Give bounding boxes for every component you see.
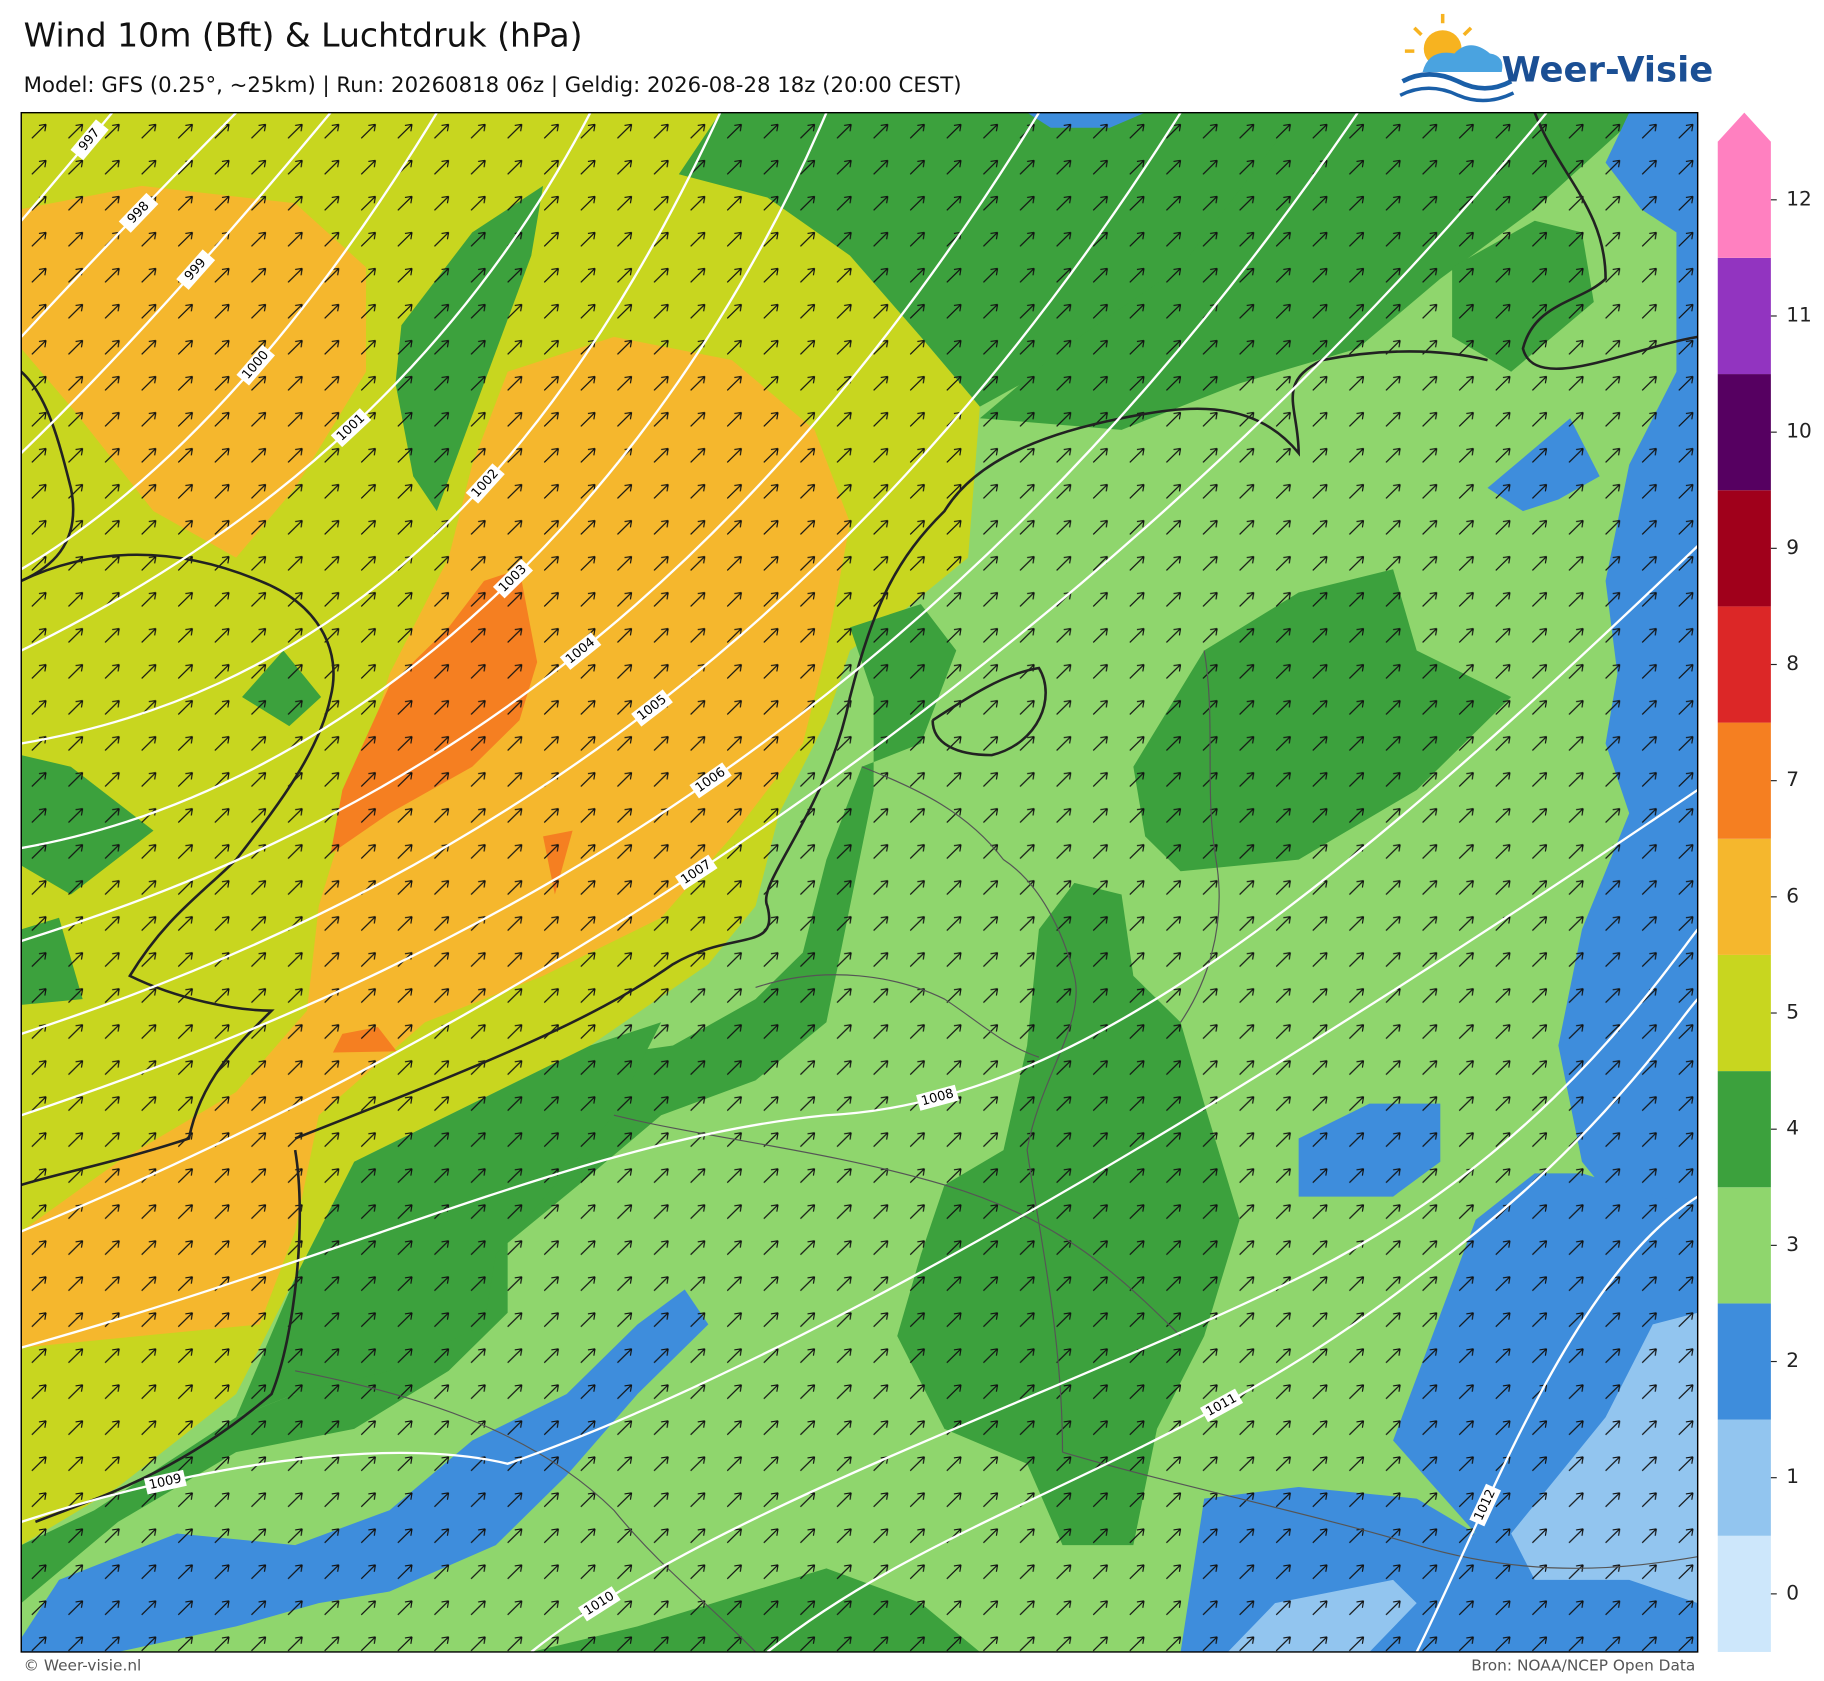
colorbar-label: 1 bbox=[1786, 1465, 1799, 1488]
isobar bbox=[21, 112, 722, 745]
colorbar-segment bbox=[1717, 1535, 1771, 1652]
isobar bbox=[530, 928, 1698, 1652]
colorbar-segment bbox=[1717, 374, 1771, 491]
isobar-label-bg bbox=[70, 119, 109, 161]
colorbar-segment bbox=[1717, 722, 1771, 839]
colorbar-label: 8 bbox=[1786, 652, 1799, 675]
isobar bbox=[21, 112, 1182, 1036]
isobar-label-bg bbox=[143, 1469, 187, 1495]
logo-text: Weer-Visie bbox=[1502, 50, 1714, 91]
colorbar-segment bbox=[1717, 838, 1771, 955]
colorbar-label: 7 bbox=[1786, 768, 1799, 791]
isobar-label-group: 1008 bbox=[916, 1084, 960, 1111]
isobar bbox=[21, 112, 438, 571]
isobar-label: 1009 bbox=[148, 1471, 184, 1493]
colorbar-label: 6 bbox=[1786, 884, 1799, 907]
logo: Weer-Visie bbox=[1399, 13, 1714, 103]
isobar bbox=[21, 112, 332, 454]
isobar bbox=[1415, 1195, 1698, 1652]
colorbar-label: 9 bbox=[1786, 536, 1799, 559]
colorbar-segment bbox=[1717, 1187, 1771, 1304]
colorbar-label: 2 bbox=[1786, 1349, 1799, 1372]
map-frame bbox=[20, 111, 1699, 1653]
isobar-label-bg bbox=[689, 762, 732, 799]
isobar bbox=[21, 112, 237, 338]
footer-right: Bron: NOAA/NCEP Open Data bbox=[1471, 1657, 1695, 1675]
isobar-label-bg bbox=[1469, 1483, 1502, 1527]
isobar-label-bg bbox=[465, 463, 505, 504]
colorbar-label: 11 bbox=[1786, 304, 1812, 327]
isobar-label-bg bbox=[176, 249, 216, 290]
colorbar-label: 5 bbox=[1786, 1001, 1799, 1024]
isobar-label-bg bbox=[236, 344, 275, 386]
colorbar-segment bbox=[1717, 1419, 1771, 1536]
isobar-label-bg bbox=[118, 192, 159, 233]
isobar bbox=[21, 112, 828, 850]
colorbar-segment bbox=[1717, 1303, 1771, 1420]
colorbar-segment bbox=[1717, 490, 1771, 607]
isobar bbox=[21, 112, 1548, 1233]
footer-left: © Weer-visie.nl bbox=[24, 1657, 142, 1675]
isobar bbox=[766, 998, 1698, 1652]
subtitle: Model: GFS (0.25°, ~25km) | Run: 2026081… bbox=[24, 72, 962, 98]
isobar bbox=[21, 112, 1040, 943]
colorbar-label: 3 bbox=[1786, 1233, 1799, 1256]
isobar-label-bg bbox=[1199, 1388, 1244, 1423]
colorbar-segment bbox=[1717, 606, 1771, 723]
isobar bbox=[21, 545, 1698, 1349]
isobar-label-bg bbox=[916, 1084, 960, 1111]
isobar-label-bg bbox=[577, 1586, 621, 1622]
colorbar-segment bbox=[1717, 954, 1771, 1072]
colorbar-label: 12 bbox=[1786, 187, 1812, 210]
isobar-label-bg bbox=[330, 408, 372, 448]
colorbar-segment bbox=[1717, 1071, 1771, 1188]
isobar bbox=[21, 789, 1698, 1523]
title: Wind 10m (Bft) & Luchtdruk (hPa) bbox=[24, 17, 583, 55]
borders bbox=[295, 650, 1698, 1652]
isobar-label-bg bbox=[559, 632, 602, 670]
isobar bbox=[21, 112, 114, 222]
map: 9979989991000100110021003100410051006100… bbox=[21, 112, 1698, 1652]
colorbar-label: 0 bbox=[1786, 1581, 1799, 1604]
isobar-label-bg bbox=[631, 689, 673, 727]
colorbar-label: 4 bbox=[1786, 1117, 1799, 1140]
isobar bbox=[21, 112, 592, 652]
isobar-label-bg bbox=[674, 854, 718, 891]
colorbar-segment bbox=[1717, 112, 1771, 258]
colorbar-label: 10 bbox=[1786, 420, 1812, 443]
colorbar-segment bbox=[1717, 257, 1771, 375]
isobar-label-group: 1009 bbox=[143, 1469, 187, 1495]
isobar-label-bg bbox=[492, 558, 534, 599]
